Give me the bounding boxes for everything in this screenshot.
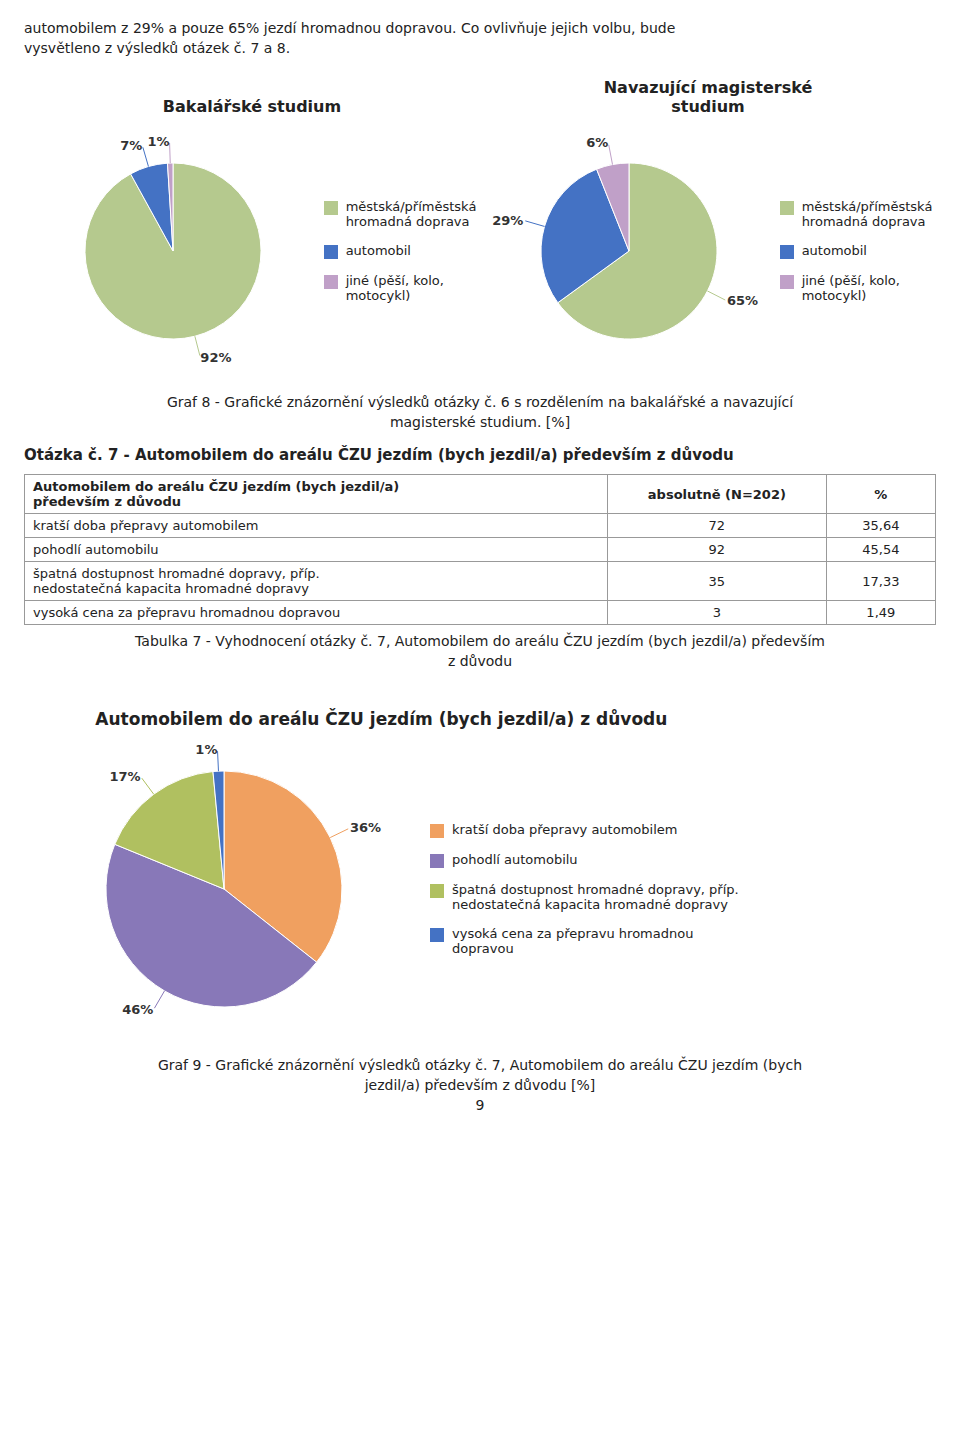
html-text:absolutně (N=202): absolutně (N=202) [647, 486, 786, 502]
html-text:72: 72 [708, 518, 726, 533]
html-text:vysvětleno z výsledků otázek č: vysvětleno z výsledků otázek č. 7 a 8. [24, 40, 291, 56]
html-text:především z důvodu: především z důvodu [33, 494, 181, 509]
html-text:35: 35 [708, 573, 726, 589]
html-text:Graf 8 - Grafické znázornění v: Graf 8 - Grafické znázornění výsledků ot… [166, 394, 794, 410]
html-text:jiné (pěší, kolo,: jiné (pěší, kolo, [801, 273, 900, 288]
svg-text:65%: 65% [727, 293, 758, 308]
html-text:hromadná doprava: hromadná doprava [801, 214, 926, 229]
html-text:nedostatečná kapacita hromadné: nedostatečná kapacita hromadné dopravy [452, 897, 728, 912]
svg-text:6%: 6% [586, 135, 608, 150]
html-text:automobil: automobil [345, 243, 411, 258]
svg-text:29%: 29% [492, 213, 523, 228]
html-text:studium: studium [671, 97, 745, 116]
html-text:hromadná doprava: hromadná doprava [345, 214, 470, 229]
html-text:Graf 9 - Grafické znázornění v: Graf 9 - Grafické znázornění výsledků ot… [157, 1057, 802, 1073]
svg-text:1%: 1% [147, 134, 169, 149]
html-text:Navazující magisterské: Navazující magisterské [603, 78, 813, 97]
html-text:kratší doba přepravy automobil: kratší doba přepravy automobilem [452, 822, 678, 837]
svg-text:7%: 7% [120, 138, 142, 153]
html-text:motocykl): motocykl) [801, 288, 867, 303]
html-text:dopravou: dopravou [452, 941, 514, 956]
html-text:automobil: automobil [801, 243, 867, 258]
html-text:jiné (pěší, kolo,: jiné (pěší, kolo, [345, 273, 444, 288]
html-text:nedostatečná kapacita hromadné: nedostatečná kapacita hromadné dopravy [33, 581, 309, 596]
html-text:městská/příměstská: městská/příměstská [801, 199, 933, 214]
html-text:17,33: 17,33 [862, 573, 900, 589]
html-text:vysoká cena za přepravu hromad: vysoká cena za přepravu hromadnou doprav… [33, 605, 341, 620]
html-text:špatná dostupnost hromadné dop: špatná dostupnost hromadné dopravy, příp… [33, 566, 320, 581]
html-text:z důvodu: z důvodu [447, 653, 513, 669]
html-text:pohodlí automobilu: pohodlí automobilu [452, 852, 578, 867]
svg-text:92%: 92% [200, 350, 231, 365]
html-text:automobilem z 29% a pouze 65%: automobilem z 29% a pouze 65% jezdí hrom… [24, 20, 676, 36]
html-text:35,64: 35,64 [862, 518, 900, 533]
html-text:městská/příměstská: městská/příměstská [345, 199, 477, 214]
html-text:Bakalářské studium: Bakalářské studium [162, 97, 342, 116]
html-text:pohodlí automobilu: pohodlí automobilu [33, 542, 159, 557]
svg-text:17%: 17% [109, 769, 140, 784]
svg-text:1%: 1% [195, 742, 217, 757]
html-text:1,49: 1,49 [866, 605, 896, 620]
html-text:3: 3 [712, 605, 721, 620]
svg-text:36%: 36% [350, 820, 381, 835]
svg-text:46%: 46% [122, 1002, 153, 1017]
html-text:9: 9 [475, 1097, 485, 1113]
html-text:jezdil/a) především z důvodu [: jezdil/a) především z důvodu [%] [364, 1077, 596, 1093]
html-text:Automobilem do areálu ČZU jezd: Automobilem do areálu ČZU jezdím (bych j… [95, 709, 668, 729]
html-text:Tabulka 7 - Vyhodnocení otázky: Tabulka 7 - Vyhodnocení otázky č. 7, Aut… [135, 633, 825, 649]
html-text:92: 92 [708, 542, 726, 557]
html-text:45,54: 45,54 [862, 542, 900, 557]
html-text:špatná dostupnost hromadné dop: špatná dostupnost hromadné dopravy, příp… [452, 882, 739, 897]
html-text:motocykl): motocykl) [345, 288, 411, 303]
html-text:kratší doba přepravy automobil: kratší doba přepravy automobilem [33, 518, 259, 533]
html-text:magisterské studium. [%]: magisterské studium. [%] [389, 414, 571, 430]
html-text:Automobilem do areálu ČZU jezd: Automobilem do areálu ČZU jezdím (bych j… [33, 479, 400, 494]
html-text:vysoká cena za přepravu hromad: vysoká cena za přepravu hromadnou [452, 926, 694, 941]
html-text:Otázka č. 7 - Automobilem do a: Otázka č. 7 - Automobilem do areálu ČZU … [24, 446, 734, 464]
